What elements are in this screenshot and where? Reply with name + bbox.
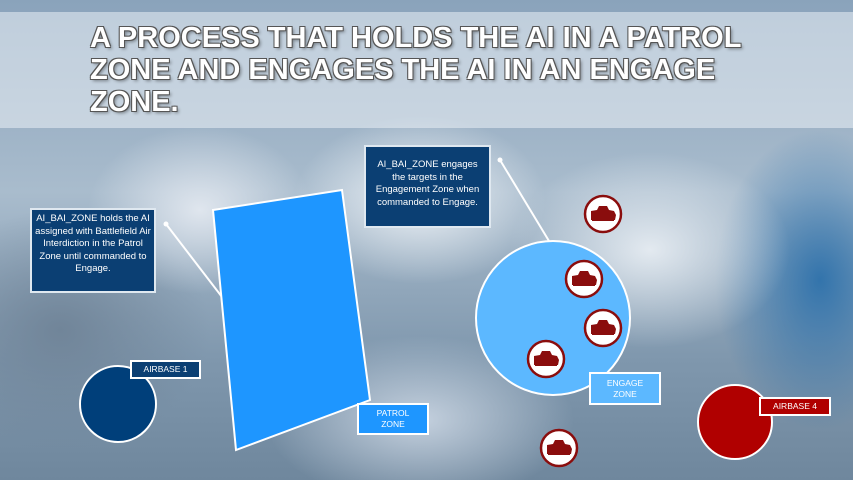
airbase-1	[79, 365, 157, 443]
patrol-callout: AI_BAI_ZONE holds the AI assigned with B…	[30, 208, 156, 293]
patrol-connector-dot	[163, 221, 169, 227]
engage-connector-dot	[497, 157, 503, 163]
slide-title: A process that holds the AI in a Patrol …	[90, 22, 741, 118]
tank-icon	[526, 339, 566, 379]
engage-callout: AI_BAI_ZONE engages the targets in the E…	[364, 145, 491, 228]
tank-icon	[564, 259, 604, 299]
tank-icon	[583, 308, 623, 348]
tank-icon	[539, 428, 579, 468]
engage-zone-label: ENGAGE ZONE	[589, 372, 661, 405]
engage-connector	[499, 159, 550, 242]
patrol-connector	[165, 223, 223, 298]
airbase-1-label: AIRBASE 1	[130, 360, 201, 379]
airbase-4-label: AIRBASE 4	[759, 397, 831, 416]
tank-icon	[583, 194, 623, 234]
airbase-4	[697, 384, 773, 460]
patrol-zone-label: PATROL ZONE	[357, 403, 429, 435]
title-band	[0, 12, 853, 128]
patrol-zone	[211, 188, 372, 452]
